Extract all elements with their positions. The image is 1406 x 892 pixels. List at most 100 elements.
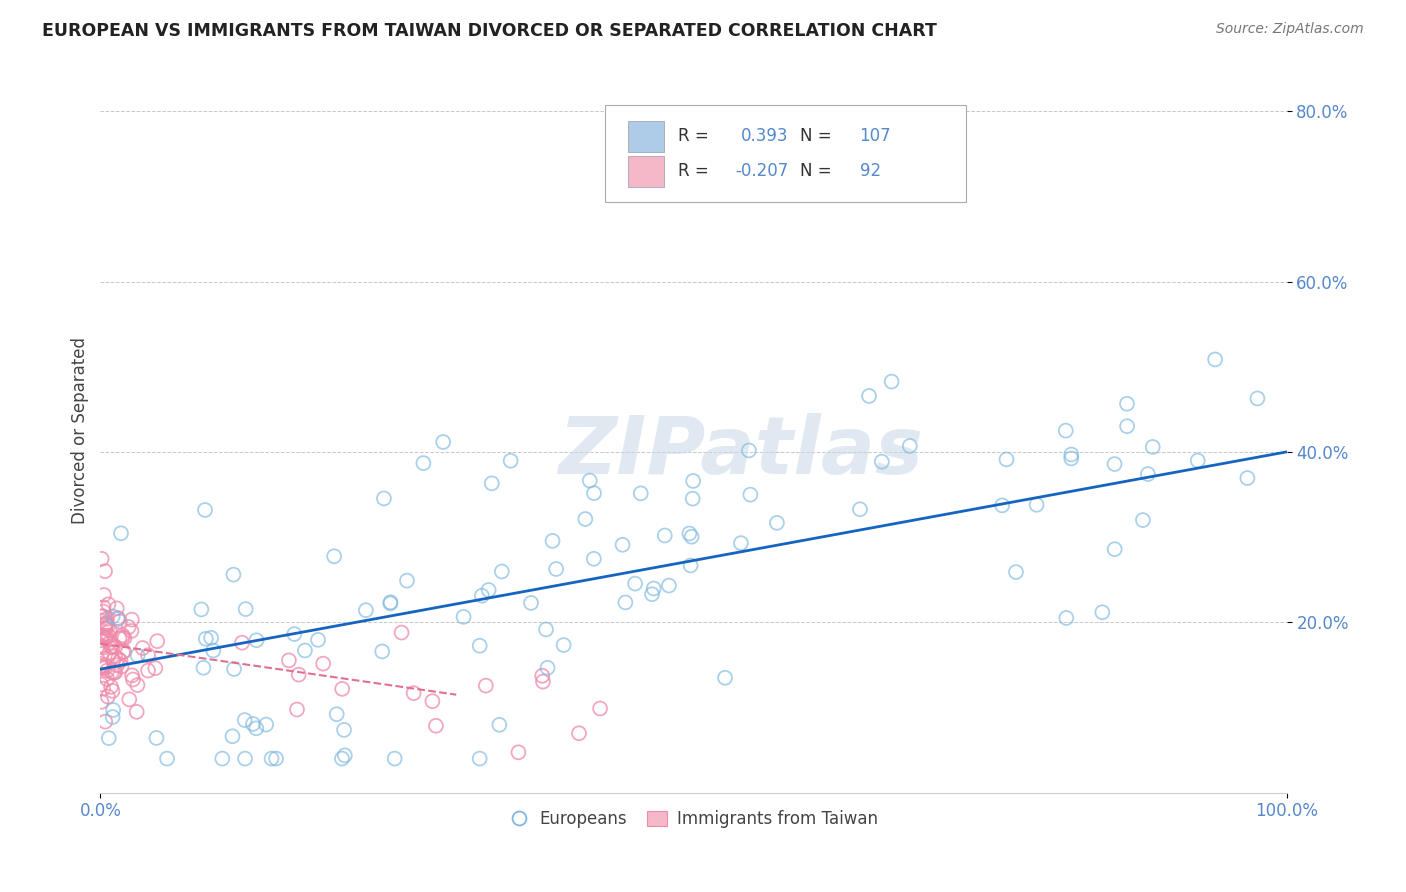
Point [91,628,114,642]
Point [453,610,475,624]
Point [422,694,444,708]
Point [384,751,406,765]
Point [90,659,112,673]
Point [200,631,222,645]
Point [96,612,118,626]
Point [766,516,789,530]
Point [136,664,159,678]
Point [90,639,112,653]
Point [121,613,143,627]
Point [235,602,257,616]
Point [107,651,129,665]
Point [101,640,124,655]
Point [231,636,253,650]
Point [643,582,665,596]
Point [94,618,117,632]
Point [880,375,903,389]
Point [499,454,522,468]
Point [94,564,117,578]
Point [110,654,132,668]
Point [471,589,494,603]
Point [111,628,134,642]
Point [380,595,402,609]
Point [117,620,139,634]
Point [97,690,120,704]
Point [211,751,233,765]
Point [373,491,395,506]
Point [1116,397,1139,411]
Point [1054,424,1077,438]
Point [94,621,117,635]
Point [1025,498,1047,512]
Point [105,658,128,673]
Point [1054,611,1077,625]
Point [1060,451,1083,466]
Point [104,665,127,680]
Point [658,578,681,592]
Point [121,668,143,682]
Point [568,726,591,740]
Point [325,707,347,722]
Point [307,632,329,647]
Point [90,657,112,671]
Point [330,751,353,765]
Point [233,713,256,727]
Point [90,695,112,709]
Point [143,661,166,675]
Point [991,499,1014,513]
Point [730,536,752,550]
Text: 0.393: 0.393 [741,127,789,145]
Point [233,751,256,765]
Point [574,512,596,526]
Point [190,602,212,616]
Point [995,452,1018,467]
Text: -0.207: -0.207 [735,162,789,180]
Point [614,595,637,609]
Point [98,646,121,660]
Point [94,621,117,635]
Point [91,661,114,675]
Point [90,609,112,624]
Point [136,648,159,663]
Point [103,703,125,717]
Point [101,684,124,698]
Point [111,631,134,645]
Point [97,598,120,612]
Point [488,718,510,732]
Point [333,748,356,763]
Point [93,588,115,602]
Point [127,678,149,692]
Point [245,721,267,735]
Point [98,624,121,638]
Point [285,702,308,716]
Point [491,565,513,579]
Point [91,609,114,624]
Point [104,649,127,664]
Point [534,623,557,637]
Point [1142,440,1164,454]
Point [100,680,122,694]
Point [425,719,447,733]
Point [105,601,128,615]
Point [100,640,122,654]
Point [312,657,335,671]
Point [681,530,703,544]
Point [371,644,394,658]
Point [121,624,143,638]
Point [96,672,118,686]
Point [90,633,112,648]
Text: N =: N = [800,127,832,145]
Point [578,474,600,488]
Legend: Europeans, Immigrants from Taiwan: Europeans, Immigrants from Taiwan [502,804,884,835]
Point [330,681,353,696]
Point [520,596,543,610]
Point [541,533,564,548]
Point [125,705,148,719]
Point [582,551,605,566]
Point [1136,467,1159,482]
Point [107,612,129,626]
Point [333,723,356,737]
Point [98,636,121,650]
Point [94,714,117,729]
Point [110,526,132,541]
